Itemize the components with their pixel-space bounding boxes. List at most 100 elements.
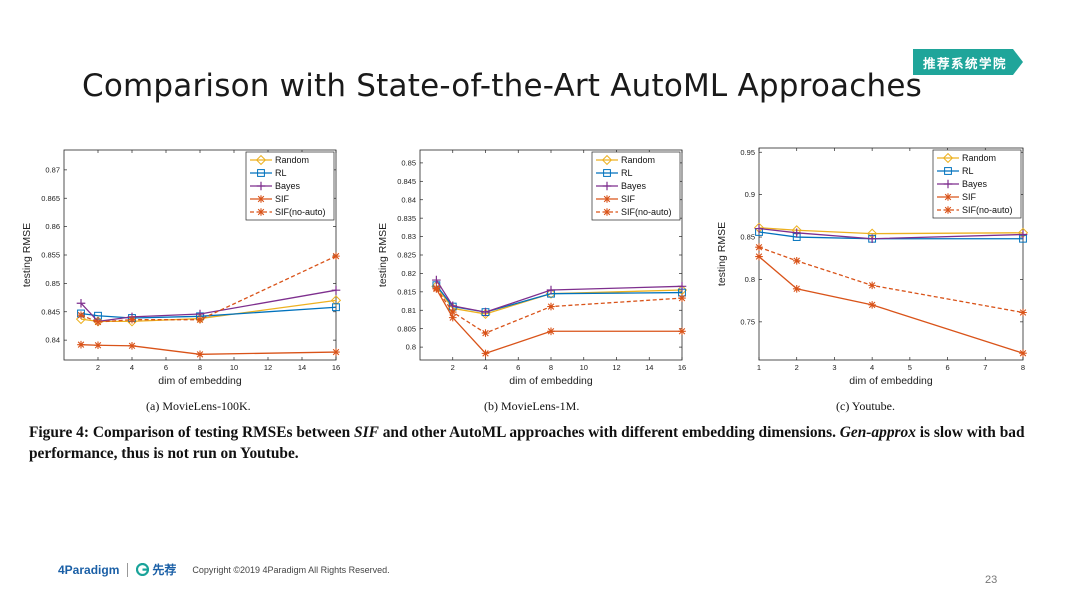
y-tick-label: 0.87 (45, 165, 60, 174)
legend-marker (257, 208, 265, 216)
data-point (432, 284, 441, 292)
legend: Random RL Bayes SIF SIF(no-auto) (591, 151, 681, 221)
y-tick-label: 0.805 (397, 324, 416, 333)
data-point (755, 243, 763, 252)
data-point (755, 252, 763, 261)
data-point (196, 315, 204, 324)
x-tick-label: 7 (983, 363, 987, 372)
series-line-rl (758, 231, 1023, 240)
data-point (330, 295, 342, 306)
series-sif-no-auto (432, 284, 686, 337)
x-tick-label: 2 (795, 363, 799, 372)
legend-label-sif-no-auto: SIF(no-auto) (275, 207, 326, 217)
series-sif (77, 340, 340, 359)
footer: 4Paradigm 先荐 Copyright ©2019 4Paradigm A… (58, 561, 390, 578)
x-tick-label: 2 (96, 363, 100, 372)
legend-label-random: Random (621, 155, 655, 165)
data-point (678, 327, 686, 336)
data-point (867, 234, 877, 244)
series-sif-no-auto (755, 243, 1027, 317)
legend-label-rl: RL (275, 168, 287, 178)
y-tick-label: 0.8 (406, 343, 416, 352)
badge-label: 推荐系统学院 (923, 56, 1008, 71)
x-tick-label: 14 (645, 363, 653, 372)
x-tick-label: 6 (164, 363, 168, 372)
y-tick-label: 0.815 (397, 287, 416, 296)
y-tick-label: 0.8 (745, 275, 755, 284)
y-axis-label: testing RMSE (716, 222, 728, 286)
data-point (481, 349, 490, 358)
data-point (677, 282, 687, 291)
data-point (432, 275, 441, 285)
subcaption-b: (b) MovieLens-1M. (484, 399, 580, 413)
data-point (481, 307, 490, 317)
legend-label-sif: SIF (621, 194, 636, 204)
caption-suffix: is slow with bad performance, thus is no… (29, 424, 1025, 462)
y-tick-label: 0.845 (397, 177, 416, 186)
data-point (128, 342, 136, 350)
x-tick-label: 16 (678, 363, 686, 372)
y-tick-label: 0.86 (45, 222, 60, 231)
legend-label-bayes: Bayes (275, 181, 301, 191)
data-point (94, 341, 102, 350)
x-tick-label: 4 (483, 363, 487, 372)
y-tick-label: 0.835 (397, 214, 416, 223)
chart-movielens-100k: 2 4 6 8 10 12 14 16 0.84 0.845 0.85 0.855 0.86 0.865 0… (20, 140, 350, 387)
academy-badge: 推荐系统学院 (913, 49, 1023, 75)
legend-marker (944, 193, 952, 201)
y-axis-label: testing RMSE (377, 223, 389, 287)
data-point (448, 313, 457, 322)
caption-italic-term: Gen-approx (839, 424, 916, 441)
data-point (332, 348, 340, 356)
legend-label-rl: RL (962, 166, 974, 176)
y-tick-label: 0.84 (401, 195, 416, 204)
chart-svg: 1 2 3 4 5 6 7 8 0.75 0.8 0.85 0.9 0.95 dim of embeddi… (716, 147, 1029, 387)
series-line-sif (758, 256, 1024, 354)
legend-marker (256, 181, 266, 191)
legend-label-sif-no-auto: SIF(no-auto) (621, 207, 672, 217)
logo-xianjian-text: 先荐 (152, 563, 177, 577)
y-tick-label: 0.83 (401, 232, 416, 241)
x-tick-label: 12 (264, 363, 272, 372)
data-point (868, 281, 876, 290)
logo-xianjian: 先荐 (136, 561, 176, 578)
data-point (754, 224, 764, 233)
y-tick-label: 0.85 (45, 279, 60, 288)
legend-marker (601, 154, 613, 166)
data-point (868, 301, 876, 309)
data-point (547, 302, 555, 311)
x-tick-label: 10 (230, 363, 238, 372)
legend-label-sif: SIF (275, 194, 290, 204)
caption-prefix: Figure 4: Comparison of testing RMSEs be… (29, 424, 355, 441)
y-tick-label: 0.825 (397, 251, 416, 260)
data-point (94, 318, 102, 326)
data-point (792, 228, 802, 238)
x-tick-label: 5 (908, 363, 912, 372)
data-point (77, 311, 85, 319)
data-point (1018, 230, 1028, 239)
x-axis-label: dim of embedding (509, 375, 593, 387)
legend-marker (257, 195, 265, 203)
data-point (92, 316, 104, 327)
x-tick-label: 4 (870, 363, 874, 372)
series-line-bayes (758, 227, 1024, 240)
x-tick-label: 10 (580, 363, 588, 372)
legend-marker (944, 206, 952, 214)
y-tick-label: 0.82 (401, 269, 416, 278)
legend-marker (603, 195, 611, 203)
y-tick-label: 0.85 (401, 158, 416, 167)
series-sif (755, 252, 1027, 358)
legend: Random RL Bayes SIF SIF(no-auto) (932, 149, 1022, 219)
legend-marker (944, 167, 952, 175)
series-line-random (758, 227, 1024, 235)
slide-title: Comparison with State-of-the-Art AutoML … (82, 68, 922, 104)
y-tick-label: 0.85 (740, 233, 755, 242)
x-tick-label: 8 (198, 363, 202, 372)
footer-divider (127, 562, 129, 577)
badge-background (913, 49, 1023, 75)
xianjian-logo-icon (136, 563, 150, 576)
legend-label-bayes: Bayes (621, 181, 647, 191)
data-point (792, 284, 801, 293)
series-bayes (754, 224, 1028, 244)
data-point (546, 285, 556, 295)
